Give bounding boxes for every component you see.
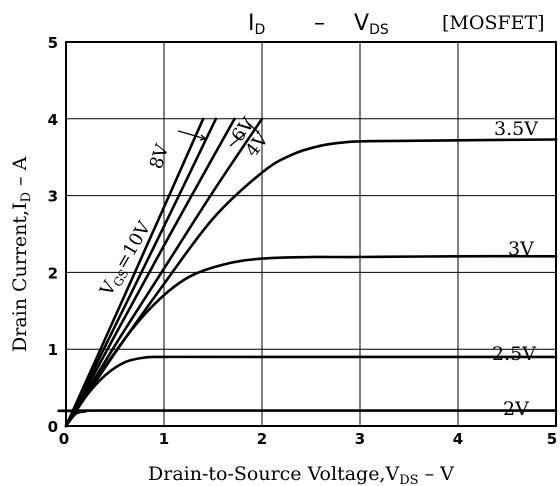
series-line-10v [64,117,205,428]
y-tick-label: 3 [48,188,58,206]
y-tick-label: 1 [48,341,58,359]
chart-title-id: ID [248,11,265,38]
y-tick-label: 4 [48,111,58,129]
chart-title-vds: VDS [354,11,389,38]
label-8v: 8V [146,141,174,172]
series-line-4v [64,117,264,428]
leader-4v [245,120,260,134]
series-line-3-5v [64,138,558,428]
y-tick-label: 0 [48,418,58,436]
chart-title-dash: – [314,11,325,36]
plot-frame [65,41,557,427]
label-3-5v: 3.5V [494,118,538,140]
series-line-2-5v [64,355,558,428]
x-axis-label: Drain-to-Source Voltage,VDS – V [148,463,454,486]
x-tick-label: 4 [453,430,463,448]
label-2-5v: 2.5V [492,343,536,365]
x-tick-label: 2 [257,430,267,448]
y-tick-labels: 0 1 2 3 4 5 [48,34,58,436]
y-tick-label: 5 [48,34,58,52]
y-axis-label: Drain Current,ID – A [9,156,34,352]
leader-8v-arrow [199,134,208,141]
series-curves [57,117,558,428]
x-tick-label: 0 [59,430,69,448]
leader-6v [229,132,247,147]
series-line-6v [64,117,236,428]
series-line-3v [64,254,558,428]
series-line-2v [57,409,558,428]
label-2v: 2V [503,398,529,420]
x-tick-labels: 0 1 2 3 4 5 [59,430,557,448]
series-line-8v [64,117,218,428]
x-tick-label: 1 [159,430,169,448]
leader-8v [177,130,206,140]
y-tick-label: 2 [48,264,58,282]
x-tick-label: 3 [355,430,365,448]
chart-title-tag: [MOSFET] [442,12,545,34]
x-tick-label: 5 [547,430,557,448]
label-3v: 3V [508,238,534,260]
grid [66,42,556,426]
